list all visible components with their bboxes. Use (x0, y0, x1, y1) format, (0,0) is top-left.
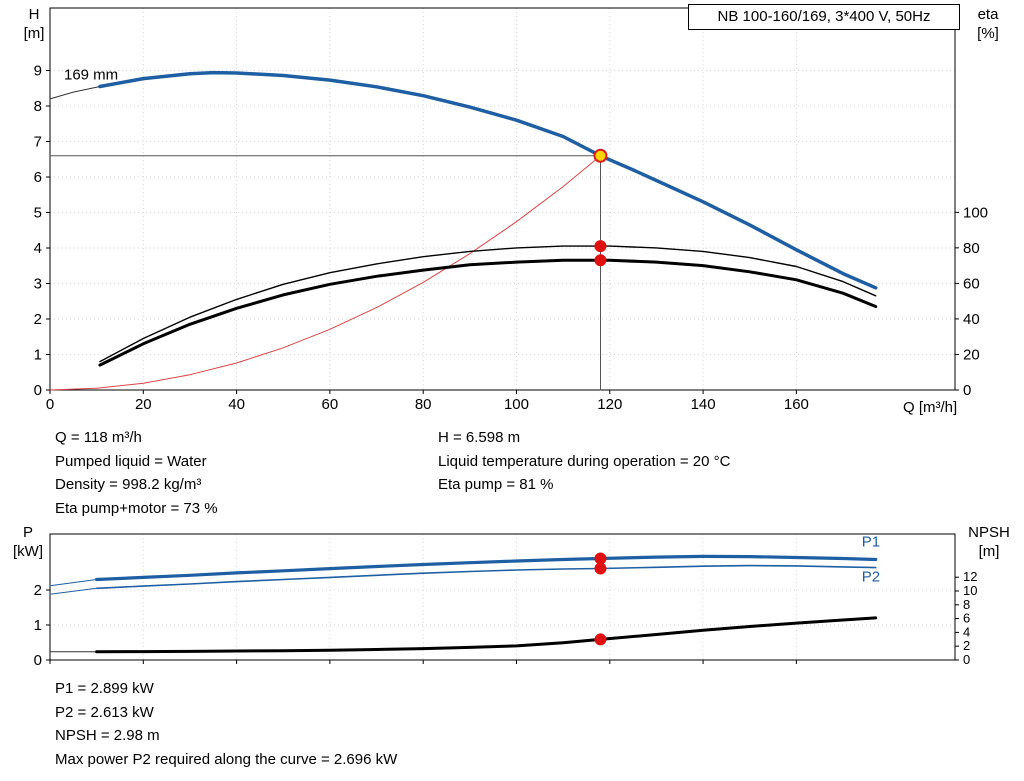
y-right-tick-label: 0 (963, 382, 971, 399)
operating-data-right: H = 6.598 m Liquid temperature during op… (438, 426, 730, 497)
head-value-text: H = 6.598 m (438, 429, 521, 446)
npsh-axis-label: NPSH [m] (960, 523, 1018, 561)
x-tick-label: 160 (784, 396, 809, 413)
duty-point-marker (593, 148, 608, 163)
npsh-value-text: NPSH = 2.98 m (55, 727, 160, 744)
y-right-tick-label: 8 (963, 597, 970, 612)
flow-value-text: Q = 118 m³/h (55, 429, 142, 446)
eta-pump-motor-point (594, 254, 607, 267)
x-tick-label: 120 (597, 396, 622, 413)
x-tick-label: 140 (691, 396, 716, 413)
power-axis-unit: [kW] (13, 543, 43, 560)
y-right-tick-label: 60 (963, 275, 980, 292)
y-left-tick-label: 0 (34, 652, 42, 669)
power-axis-symbol: P (22, 524, 33, 541)
system-curve (49, 155, 601, 391)
max-power-text: Max power P2 required along the curve = … (55, 750, 398, 768)
head-axis-unit: [m] (23, 25, 45, 42)
operating-data-left: Q = 118 m³/h Pumped liquid = Water Densi… (55, 426, 218, 520)
eta-axis-symbol: eta (977, 6, 999, 23)
x-tick-label: 40 (228, 396, 245, 413)
y-left-tick-label: 2 (34, 311, 42, 328)
flow-axis-label: Q [m³/h] (903, 399, 958, 416)
x-tick-label: 20 (135, 396, 152, 413)
p2-point (594, 562, 607, 575)
y-left-tick-label: 3 (34, 275, 42, 292)
npsh-axis-unit: [m] (978, 543, 1000, 560)
head-curve (98, 70, 878, 290)
eta-pump-text: Eta pump = 81 % (438, 476, 554, 493)
y-left-tick-label: 8 (34, 98, 42, 115)
y-right-tick-label: 20 (963, 346, 980, 363)
liquid-temperature-text: Liquid temperature during operation = 20… (438, 452, 731, 470)
y-right-tick-label: 4 (963, 624, 970, 639)
pumped-liquid-text: Pumped liquid = Water (55, 452, 207, 470)
head-axis-symbol: H (28, 6, 40, 23)
y-right-tick-label: 100 (963, 204, 988, 221)
p2-lead-line (49, 587, 98, 595)
eta-pump-point (594, 240, 607, 253)
eta-pump-motor-curve (98, 258, 878, 367)
y-left-tick-label: 7 (34, 133, 42, 150)
npsh-curve (95, 616, 878, 654)
y-right-tick-label: 40 (963, 311, 980, 328)
chart-title-box: NB 100-160/169, 3*400 V, 50Hz (688, 4, 960, 30)
y-right-tick-label: 10 (963, 583, 977, 598)
y-right-tick-label: 80 (963, 240, 980, 257)
y-left-tick-label: 1 (34, 346, 42, 363)
y-right-tick-label: 12 (963, 569, 977, 584)
y-left-tick-label: 6 (34, 169, 42, 186)
eta-pump-curve (99, 245, 877, 363)
eta-pump-motor-text: Eta pump+motor = 73 % (55, 499, 218, 517)
p1-curve (95, 554, 878, 582)
head-curve-extension (49, 86, 101, 100)
y-left-tick-label: 2 (34, 582, 42, 599)
x-tick-label: 60 (322, 396, 339, 413)
y-right-tick-label: 6 (963, 611, 970, 626)
y-left-tick-label: 1 (34, 617, 42, 634)
power-axis-label: P [kW] (4, 523, 52, 561)
p1-value-text: P1 = 2.899 kW (55, 680, 154, 697)
power-npsh-data: P1 = 2.899 kW P2 = 2.613 kW NPSH = 2.98 … (55, 677, 397, 771)
p2-curve (95, 564, 877, 590)
p1-lead-line (49, 579, 98, 587)
y-right-tick-label: 0 (963, 652, 970, 667)
p1-point (594, 552, 607, 565)
density-text: Density = 998.2 kg/m³ (55, 476, 202, 493)
p2-label: P2 (862, 568, 880, 585)
npsh-point (594, 633, 607, 646)
y-right-tick-label: 2 (963, 638, 970, 653)
plot-frame (49, 533, 956, 661)
p2-value-text: P2 = 2.613 kW (55, 703, 154, 721)
head-axis-label: H [m] (12, 5, 56, 43)
x-tick-label: 100 (504, 396, 529, 413)
eta-axis-unit: [%] (977, 25, 999, 42)
x-tick-label: 0 (46, 396, 54, 413)
npsh-axis-symbol: NPSH (968, 524, 1010, 541)
y-left-tick-label: 4 (34, 240, 42, 257)
eta-axis-label: eta [%] (964, 5, 1012, 43)
y-left-tick-label: 5 (34, 204, 42, 221)
p1-label: P1 (862, 533, 880, 550)
impeller-size-label: 169 mm (64, 66, 118, 83)
y-left-tick-label: 9 (34, 62, 42, 79)
x-tick-label: 80 (415, 396, 432, 413)
y-left-tick-label: 0 (34, 382, 42, 399)
plot-frame (49, 7, 956, 391)
